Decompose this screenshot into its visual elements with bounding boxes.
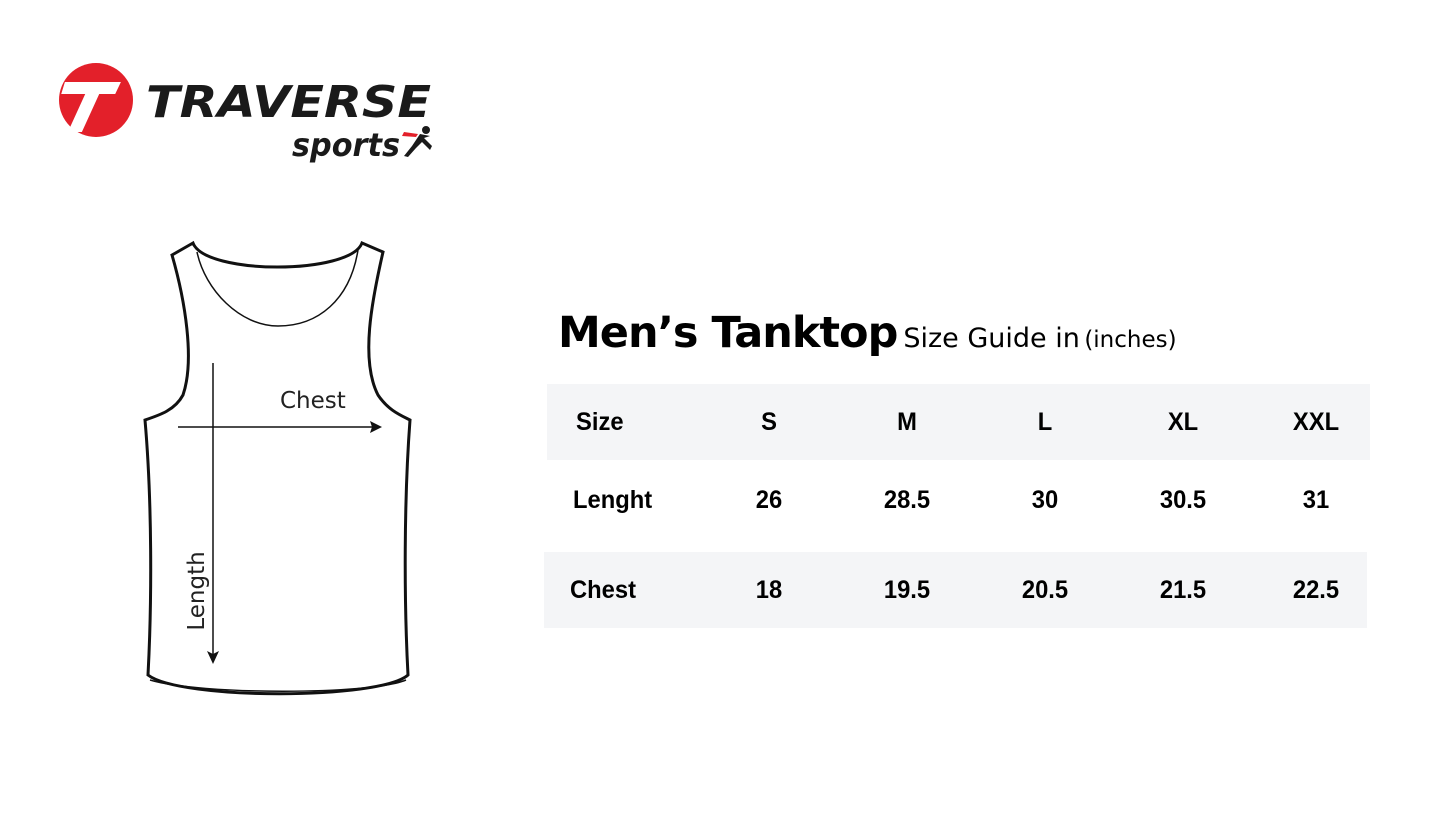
- title-unit: (inches): [1084, 327, 1177, 353]
- page-title: Men’s Tanktop Size Guide in (inches): [558, 308, 1177, 358]
- row-label: Lenght: [573, 485, 653, 514]
- table-header-row: Size S M L XL XXL: [547, 384, 1370, 460]
- header-cell: S: [761, 407, 777, 436]
- table-cell: 30.5: [1159, 485, 1207, 514]
- svg-text:TRAVERSE: TRAVERSE: [146, 77, 431, 128]
- table-cell: 30: [1031, 485, 1059, 514]
- title-sub: Size Guide in: [903, 323, 1080, 354]
- table-cell: 20.5: [1021, 575, 1069, 604]
- table-row: Chest 18 19.5 20.5 21.5 22.5: [544, 552, 1367, 628]
- table-cell: 18: [755, 575, 783, 604]
- svg-text:sports: sports: [292, 126, 400, 164]
- chest-label: Chest: [280, 388, 346, 414]
- header-cell: XXL: [1292, 407, 1340, 436]
- traverse-sports-logo: TRAVERSE sports: [59, 63, 432, 164]
- runner-icon: [402, 126, 432, 157]
- table-cell: 28.5: [883, 485, 931, 514]
- table-cell: 26: [755, 485, 783, 514]
- table-cell: 19.5: [883, 575, 931, 604]
- neckline: [196, 249, 359, 327]
- header-cell: L: [1037, 407, 1053, 436]
- hem-line: [149, 679, 407, 692]
- header-cell: XL: [1167, 407, 1199, 436]
- tanktop-diagram: [143, 240, 412, 696]
- header-cell: Size: [576, 407, 624, 436]
- title-main: Men’s Tanktop: [558, 308, 898, 358]
- table-row: Lenght 26 28.5 30 30.5 31: [547, 462, 1370, 538]
- table-cell: 22.5: [1292, 575, 1340, 604]
- header-cell: M: [897, 407, 917, 436]
- row-label: Chest: [570, 575, 636, 604]
- table-cell: 31: [1302, 485, 1330, 514]
- tanktop-outline: [143, 240, 412, 696]
- table-cell: 21.5: [1159, 575, 1207, 604]
- length-label: Length: [184, 551, 210, 631]
